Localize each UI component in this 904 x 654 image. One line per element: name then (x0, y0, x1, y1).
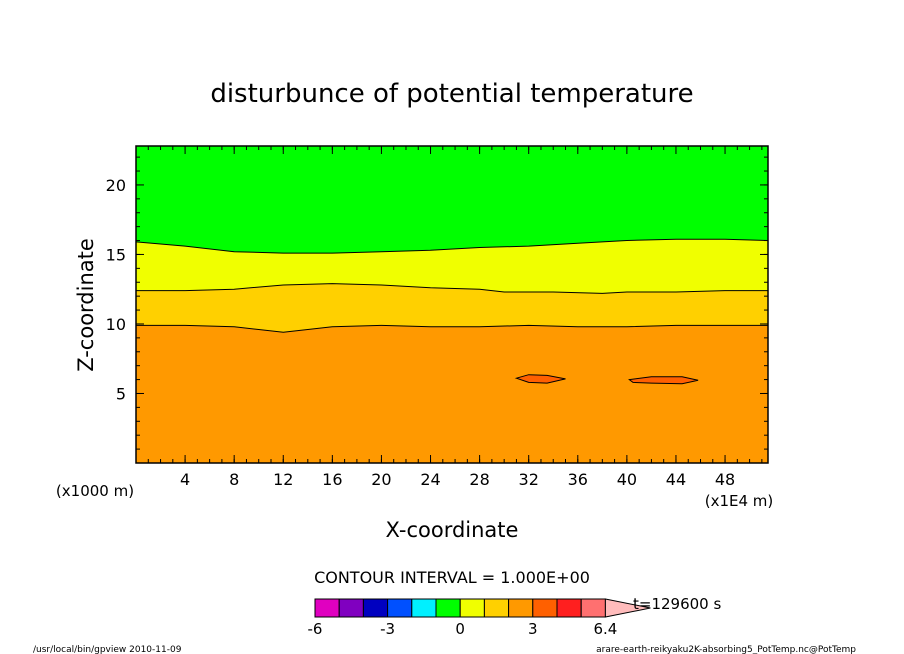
x-unit-left: (x1000 m) (56, 482, 134, 500)
x-tick-label: 28 (469, 470, 489, 489)
y-tick-label: 15 (106, 245, 126, 264)
time-label: t=129600 s (633, 595, 721, 613)
chart-title: disturbunce of potential temperature (210, 79, 693, 109)
region-band-4 (136, 325, 768, 463)
x-tick-label: 16 (322, 470, 342, 489)
colorbar-cell (532, 598, 558, 618)
colorbar-arrow (604, 598, 651, 618)
footer-right: arare-earth-reikyaku2K-absorbing5_PotTem… (596, 645, 856, 654)
x-tick-label: 20 (371, 470, 391, 489)
colorbar-cell (435, 598, 461, 618)
y-axis-ticks: 5 10 15 20 (106, 156, 768, 450)
colorbar-label: 3 (528, 620, 538, 638)
y-axis-label: Z-coordinate (74, 238, 98, 372)
footer-left: /usr/local/bin/gpview 2010-11-09 (33, 645, 182, 654)
contour-interval-label: CONTOUR INTERVAL = 1.000E+00 (314, 568, 590, 587)
colorbar-label: 0 (455, 620, 465, 638)
contour-line-2 (136, 283, 768, 294)
y-tick-label: 20 (106, 176, 126, 195)
x-tick-label: 8 (229, 470, 239, 489)
colorbar-label: -6 (308, 620, 323, 638)
region-band-3 (136, 283, 768, 333)
colorbar-label: 6.4 (593, 620, 617, 638)
colorbar-cell (580, 598, 606, 618)
region-band-2 (136, 239, 768, 294)
contour-line-1 (135, 238, 769, 254)
colorbar-cell (411, 598, 437, 618)
x-tick-label: 4 (180, 470, 190, 489)
y-tick-label: 10 (106, 315, 126, 334)
colorbar-cell (483, 598, 510, 618)
colorbar-cell (459, 598, 485, 618)
contour-island-2 (628, 376, 699, 385)
region-band-1 (136, 146, 768, 254)
x-unit-right: (x1E4 m) (705, 492, 774, 510)
colorbar-cell (556, 598, 582, 618)
color-bar: -6 -3 0 3 6.4 (308, 598, 651, 638)
x-tick-label: 12 (273, 470, 293, 489)
x-axis-label: X-coordinate (386, 518, 519, 542)
colorbar-cell (387, 598, 413, 618)
x-tick-label: 32 (519, 470, 539, 489)
x-axis-ticks: 4 8 12 16 20 24 28 32 36 40 44 48 (147, 146, 763, 489)
plot-frame (135, 145, 769, 464)
y-tick-label: 5 (116, 384, 126, 403)
x-tick-label: 40 (617, 470, 637, 489)
x-tick-label: 24 (420, 470, 440, 489)
colorbar-cell (338, 598, 364, 618)
x-tick-label: 44 (666, 470, 686, 489)
x-tick-label: 48 (715, 470, 735, 489)
colorbar-cell (362, 598, 389, 618)
x-tick-label: 36 (568, 470, 588, 489)
colorbar-label: -3 (380, 620, 395, 638)
colorbar-cell (508, 598, 534, 618)
colorbar-cell (314, 598, 340, 618)
plot-area (135, 146, 769, 463)
contour-island-1 (514, 374, 566, 384)
contour-line-3 (136, 324, 768, 333)
